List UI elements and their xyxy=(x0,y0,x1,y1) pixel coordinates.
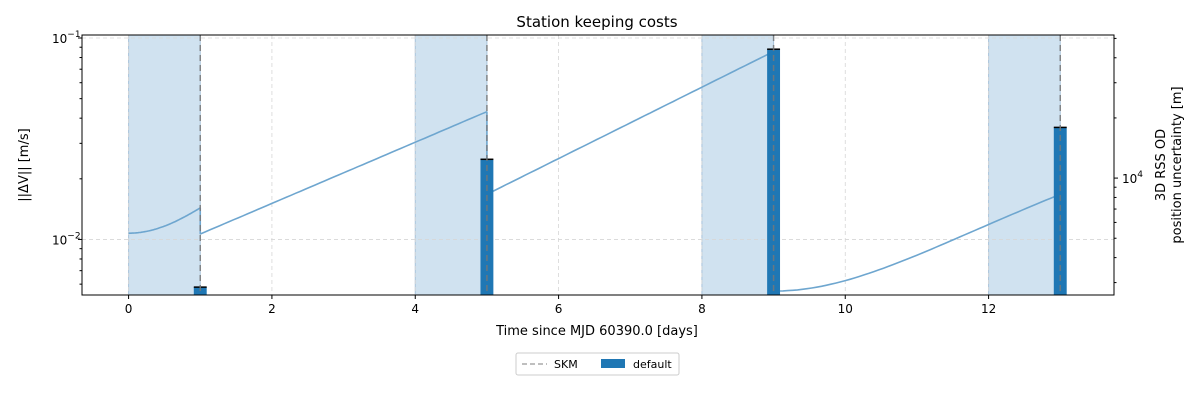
x-tick-label: 0 xyxy=(125,302,133,316)
x-tick-label: 2 xyxy=(268,302,276,316)
x-tick-label: 6 xyxy=(555,302,563,316)
shaded-interval-3 xyxy=(988,34,1061,296)
bar-series xyxy=(193,48,1067,295)
y-right-tick-label: 104 xyxy=(1122,170,1143,186)
x-tick-label: 12 xyxy=(981,302,996,316)
y-right-axis-label-line1: 3D RSS OD xyxy=(1154,129,1169,201)
uncertainty-segment-1 xyxy=(199,110,488,235)
uncertainty-segment-3 xyxy=(773,193,1061,292)
bar-2 xyxy=(767,49,781,295)
plot-area xyxy=(82,35,1114,295)
x-tick-label: 8 xyxy=(698,302,706,316)
legend: SKM default xyxy=(515,352,680,376)
x-axis-ticks: 0 2 4 6 8 10 12 xyxy=(125,295,996,316)
y-left-axis-ticks: 10−2 10−1 xyxy=(52,30,82,285)
chart-title: Station keeping costs xyxy=(516,13,677,31)
shaded-interval-1 xyxy=(414,34,488,296)
uncertainty-segment-0 xyxy=(128,207,201,234)
legend-box xyxy=(515,352,680,376)
bar-0 xyxy=(193,287,207,295)
x-tick-label: 10 xyxy=(838,302,853,316)
shaded-interval-2 xyxy=(701,34,775,296)
shaded-interval-0 xyxy=(128,34,201,296)
y-left-axis-label: ||ΔV|| [m/s] xyxy=(17,128,32,201)
x-tick-label: 4 xyxy=(411,302,419,316)
skm-lines xyxy=(199,35,1061,295)
plot-frame xyxy=(81,34,1115,296)
x-axis-label: Time since MJD 60390.0 [days] xyxy=(495,324,698,339)
legend-default-swatch xyxy=(601,359,625,368)
grid-lines xyxy=(82,35,1114,295)
y-left-tick-label: 10−1 xyxy=(52,30,81,46)
y-left-tick-label: 10−2 xyxy=(52,231,81,247)
bar-3 xyxy=(1053,127,1067,295)
legend-default-label: default xyxy=(633,358,672,371)
plot-background xyxy=(82,35,1114,295)
y-right-axis-label-line2: position uncertainty [m] xyxy=(1170,86,1185,243)
uncertainty-segment-2 xyxy=(486,50,774,196)
legend-skm-label: SKM xyxy=(554,358,578,371)
y-right-axis-ticks: 104 xyxy=(1114,37,1143,284)
